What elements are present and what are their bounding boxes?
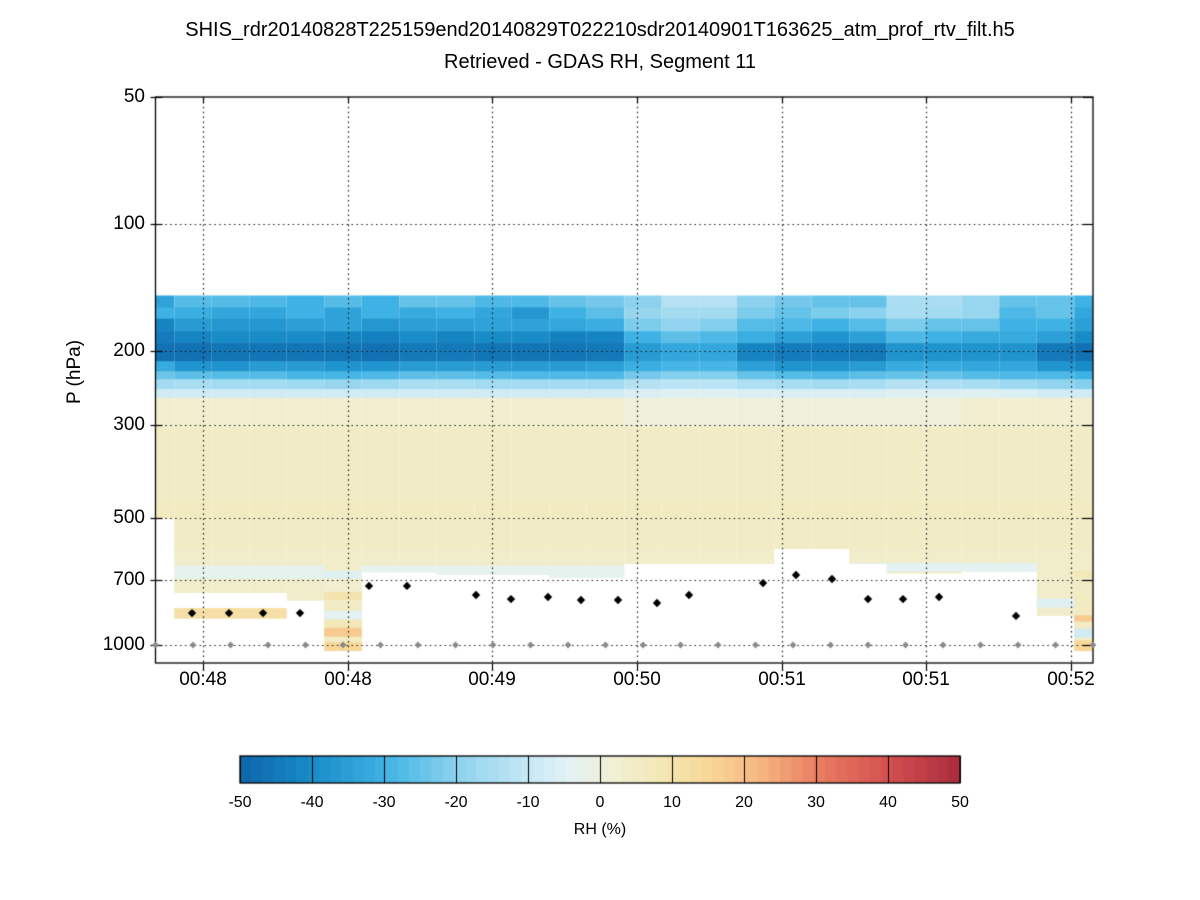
- y-tick-label: 700: [113, 569, 145, 590]
- figure-title: SHIS_rdr20140828T225159end20140829T02221…: [185, 19, 1015, 41]
- y-axis-label: P (hPa): [64, 339, 85, 405]
- colorbar-tick-label: 50: [951, 794, 969, 811]
- y-tick-label: 1000: [102, 634, 145, 655]
- x-tick-label: 00:51: [758, 669, 806, 690]
- colorbar-tick-label: -50: [228, 794, 252, 811]
- x-tick-label: 00:51: [902, 669, 950, 690]
- y-tick-label: 200: [113, 340, 145, 361]
- colorbar-tick-label: 10: [663, 794, 681, 811]
- figure-subtitle: Retrieved - GDAS RH, Segment 11: [444, 51, 756, 73]
- colorbar-tick-label: -10: [516, 794, 540, 811]
- x-tick-label: 00:49: [468, 669, 516, 690]
- x-tick-label: 00:48: [179, 669, 227, 690]
- colorbar-tick-label: -20: [444, 794, 468, 811]
- colorbar-tick-label: 40: [879, 794, 897, 811]
- colorbar-tick-label: -40: [300, 794, 324, 811]
- colorbar-axis-label: RH (%): [573, 821, 627, 838]
- x-tick-label: 00:50: [613, 669, 661, 690]
- y-tick-label: 500: [113, 507, 145, 528]
- colorbar-tick-label: -30: [372, 794, 396, 811]
- colorbar-tick-label: 30: [807, 794, 825, 811]
- y-tick-label: 100: [113, 213, 145, 234]
- y-tick-label: 50: [123, 86, 145, 107]
- colorbar-tick-label: 20: [735, 794, 753, 811]
- x-tick-label: 00:52: [1047, 669, 1095, 690]
- x-tick-label: 00:48: [324, 669, 372, 690]
- y-tick-label: 300: [113, 414, 145, 435]
- colorbar-tick-label: 0: [595, 794, 605, 811]
